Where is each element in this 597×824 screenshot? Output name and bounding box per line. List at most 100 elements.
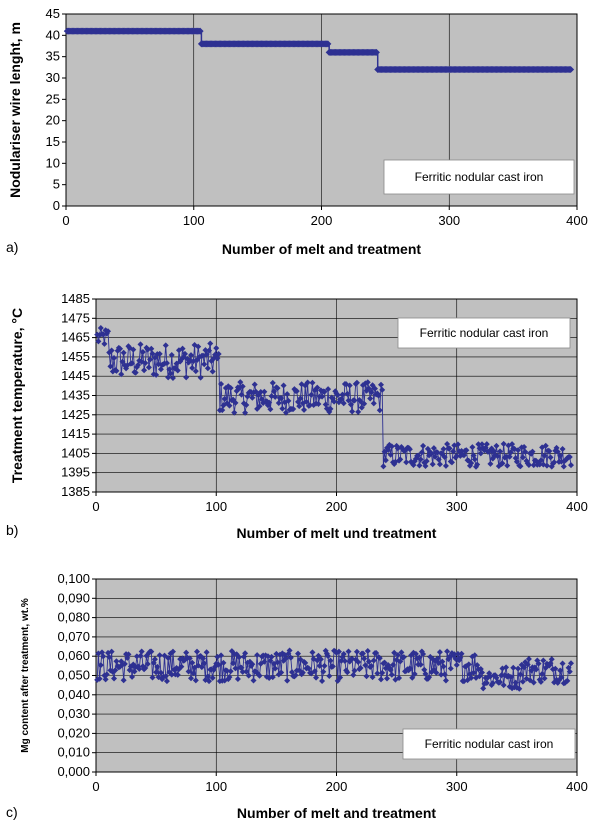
data-point	[129, 673, 136, 680]
data-point	[363, 673, 370, 680]
data-point	[388, 443, 395, 450]
data-point	[313, 674, 320, 681]
data-point	[450, 448, 457, 455]
data-point	[269, 674, 276, 681]
data-point	[157, 669, 164, 676]
data-point	[335, 648, 342, 655]
data-point	[325, 653, 332, 660]
data-point	[113, 658, 120, 665]
annotation-box	[397, 317, 571, 349]
data-point	[539, 670, 546, 677]
data-point	[198, 664, 205, 671]
data-point	[268, 653, 275, 660]
data-point	[554, 448, 561, 455]
x-axis-title: Number of melt and treatment	[237, 805, 436, 821]
data-point	[137, 341, 144, 348]
data-point	[340, 400, 347, 407]
data-point	[266, 399, 273, 406]
data-point	[382, 457, 389, 464]
data-point	[130, 346, 137, 353]
y-tick-label: 1455	[61, 349, 90, 364]
y-tick-label: 1385	[61, 484, 90, 499]
data-point	[103, 671, 110, 678]
data-point	[494, 453, 501, 460]
y-tick-label: 1415	[61, 426, 90, 441]
data-point	[239, 668, 246, 675]
data-point	[207, 340, 214, 347]
data-point	[154, 663, 161, 670]
data-point	[453, 452, 460, 459]
data-point	[551, 459, 558, 466]
data-point	[209, 674, 216, 681]
data-point	[204, 673, 211, 680]
y-tick-label: 40	[46, 27, 60, 42]
data-point	[567, 65, 575, 73]
data-point	[540, 657, 547, 664]
data-point	[411, 671, 418, 678]
data-point	[436, 461, 443, 468]
data-point	[200, 655, 207, 662]
data-point	[315, 400, 322, 407]
data-point	[256, 403, 263, 410]
data-point	[309, 649, 316, 656]
y-tick-label: 0,070	[57, 629, 90, 644]
data-point	[370, 657, 377, 664]
data-point	[566, 454, 573, 461]
data-point	[196, 27, 204, 35]
data-point	[236, 654, 243, 661]
y-axis-title: Nodulariser wire lenght, m	[7, 22, 23, 198]
data-point	[190, 670, 197, 677]
data-point	[267, 406, 274, 413]
data-point	[465, 661, 472, 668]
y-tick-label: 0,020	[57, 725, 90, 740]
data-point	[469, 444, 476, 451]
x-tick-label: 0	[92, 779, 99, 794]
data-point	[379, 386, 386, 393]
data-point	[292, 672, 299, 679]
y-tick-label: 15	[46, 134, 60, 149]
data-point	[535, 660, 542, 667]
data-point	[406, 446, 413, 453]
data-point	[290, 406, 297, 413]
data-point	[174, 671, 181, 678]
data-point	[351, 667, 358, 674]
x-tick-label: 0	[92, 499, 99, 514]
data-points	[94, 325, 574, 470]
data-point	[275, 399, 282, 406]
y-tick-label: 1465	[61, 330, 90, 345]
data-point	[270, 388, 277, 395]
data-point	[192, 368, 199, 375]
data-point	[295, 650, 302, 657]
data-point	[218, 381, 225, 388]
data-point	[567, 660, 574, 667]
data-point	[120, 677, 127, 684]
data-point	[471, 652, 478, 659]
data-point	[224, 667, 231, 674]
data-point	[497, 679, 504, 686]
data-point	[417, 661, 424, 668]
data-point	[145, 364, 152, 371]
data-point	[398, 649, 405, 656]
data-point	[187, 675, 194, 682]
data-point	[321, 662, 328, 669]
data-point	[309, 379, 316, 386]
data-point	[380, 463, 387, 470]
data-point	[515, 447, 522, 454]
data-point	[148, 345, 155, 352]
x-tick-label: 0	[62, 213, 69, 228]
data-point	[121, 660, 128, 667]
data-point	[245, 672, 252, 679]
data-point	[559, 660, 566, 667]
data-point	[144, 661, 151, 668]
data-point	[278, 395, 285, 402]
data-point	[327, 657, 334, 664]
data-point	[503, 664, 510, 671]
data-point	[397, 456, 404, 463]
data-point	[249, 661, 256, 668]
data-point	[446, 445, 453, 452]
data-point	[163, 360, 170, 367]
data-point	[385, 447, 392, 454]
data-point	[517, 671, 524, 678]
data-point	[371, 385, 378, 392]
data-point	[476, 673, 483, 680]
